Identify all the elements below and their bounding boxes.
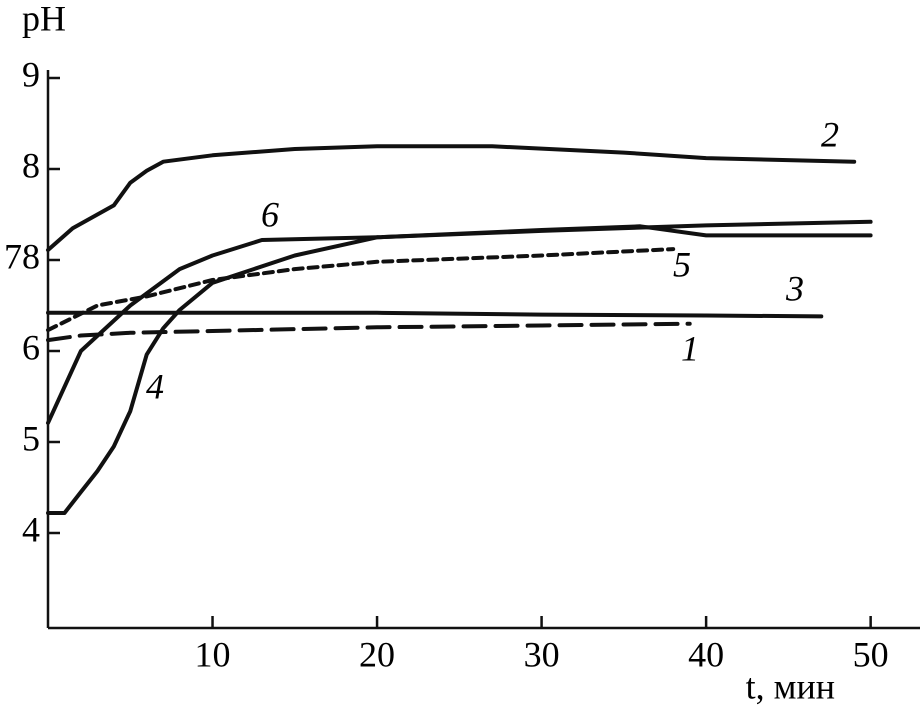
curve-label: 1 bbox=[681, 328, 699, 368]
x-axis-label: t, мин bbox=[746, 666, 835, 706]
curve bbox=[46, 224, 873, 425]
y-tick-label: 4 bbox=[22, 509, 40, 549]
y-tick-label: 6 bbox=[22, 327, 40, 367]
x-tick-label: 50 bbox=[853, 634, 889, 674]
x-tick-label: 30 bbox=[524, 634, 560, 674]
x-tick-label: 10 bbox=[195, 634, 231, 674]
curve-label: 2 bbox=[821, 114, 839, 154]
curve bbox=[46, 321, 692, 343]
curve bbox=[46, 219, 873, 515]
x-tick-label: 20 bbox=[359, 634, 395, 674]
curve bbox=[46, 247, 676, 333]
curve-label: 4 bbox=[146, 366, 164, 406]
y-tick-label: 8 bbox=[22, 145, 40, 185]
y-tick-label: 78 bbox=[4, 236, 40, 276]
curve-label: 5 bbox=[673, 244, 691, 284]
y-tick-label: 9 bbox=[22, 54, 40, 94]
curve-label: 3 bbox=[785, 268, 804, 308]
y-axis-label: pH bbox=[22, 0, 66, 38]
curve bbox=[46, 310, 824, 319]
y-tick-label: 5 bbox=[22, 418, 40, 458]
curve bbox=[46, 144, 857, 252]
x-tick-label: 40 bbox=[688, 634, 724, 674]
curve-label: 6 bbox=[261, 194, 279, 234]
